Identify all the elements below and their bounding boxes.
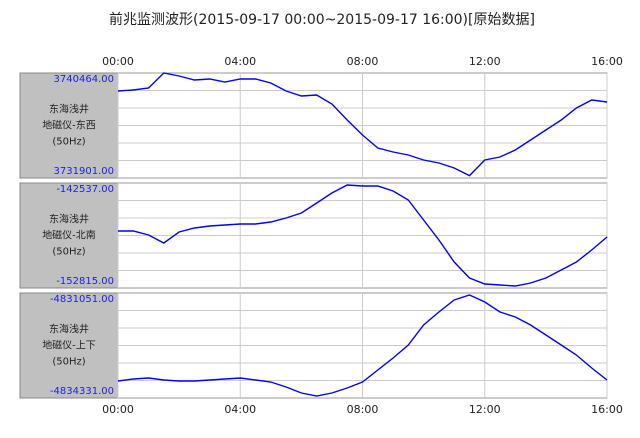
label-box: [19, 292, 119, 399]
y-tick-label: -152815.00: [56, 276, 114, 287]
chart-title: 前兆监测波形(2015-09-17 00:00~2015-09-17 16:00…: [109, 11, 535, 28]
y-tick-label: 3731901.00: [54, 166, 114, 177]
label-box: [19, 182, 119, 289]
data-line: [117, 72, 608, 177]
panel-label: 东海浅井: [49, 323, 89, 336]
data-line: [117, 294, 608, 397]
y-tick-label: -4834331.00: [50, 386, 114, 397]
x-tick-label: 16:00: [591, 55, 623, 68]
panel-label: 地磁仪-北南: [42, 229, 96, 242]
x-tick-label: 08:00: [347, 55, 379, 68]
x-tick-label: 00:00: [102, 55, 134, 68]
x-tick-label: 12:00: [469, 55, 501, 68]
panel-label: 东海浅井: [49, 103, 89, 116]
x-tick-label: 04:00: [224, 55, 256, 68]
x-tick-label: 12:00: [469, 403, 501, 416]
panel-label: (50Hz): [52, 357, 85, 368]
panel-label: 地磁仪-上下: [42, 339, 96, 352]
x-tick-label: 08:00: [347, 403, 379, 416]
y-tick-label: 3740464.00: [54, 74, 114, 85]
label-box: [19, 72, 119, 179]
panel-label: (50Hz): [52, 247, 85, 258]
x-tick-label: 16:00: [591, 403, 623, 416]
y-tick-label: -142537.00: [56, 184, 114, 195]
panel-label: 东海浅井: [49, 213, 89, 226]
data-line: [118, 184, 608, 287]
x-tick-label: 00:00: [102, 403, 134, 416]
y-tick-label: -4831051.00: [50, 294, 114, 305]
panel-label: 地磁仪-东西: [42, 119, 96, 132]
x-tick-label: 04:00: [224, 403, 256, 416]
panel-label: (50Hz): [52, 137, 85, 148]
